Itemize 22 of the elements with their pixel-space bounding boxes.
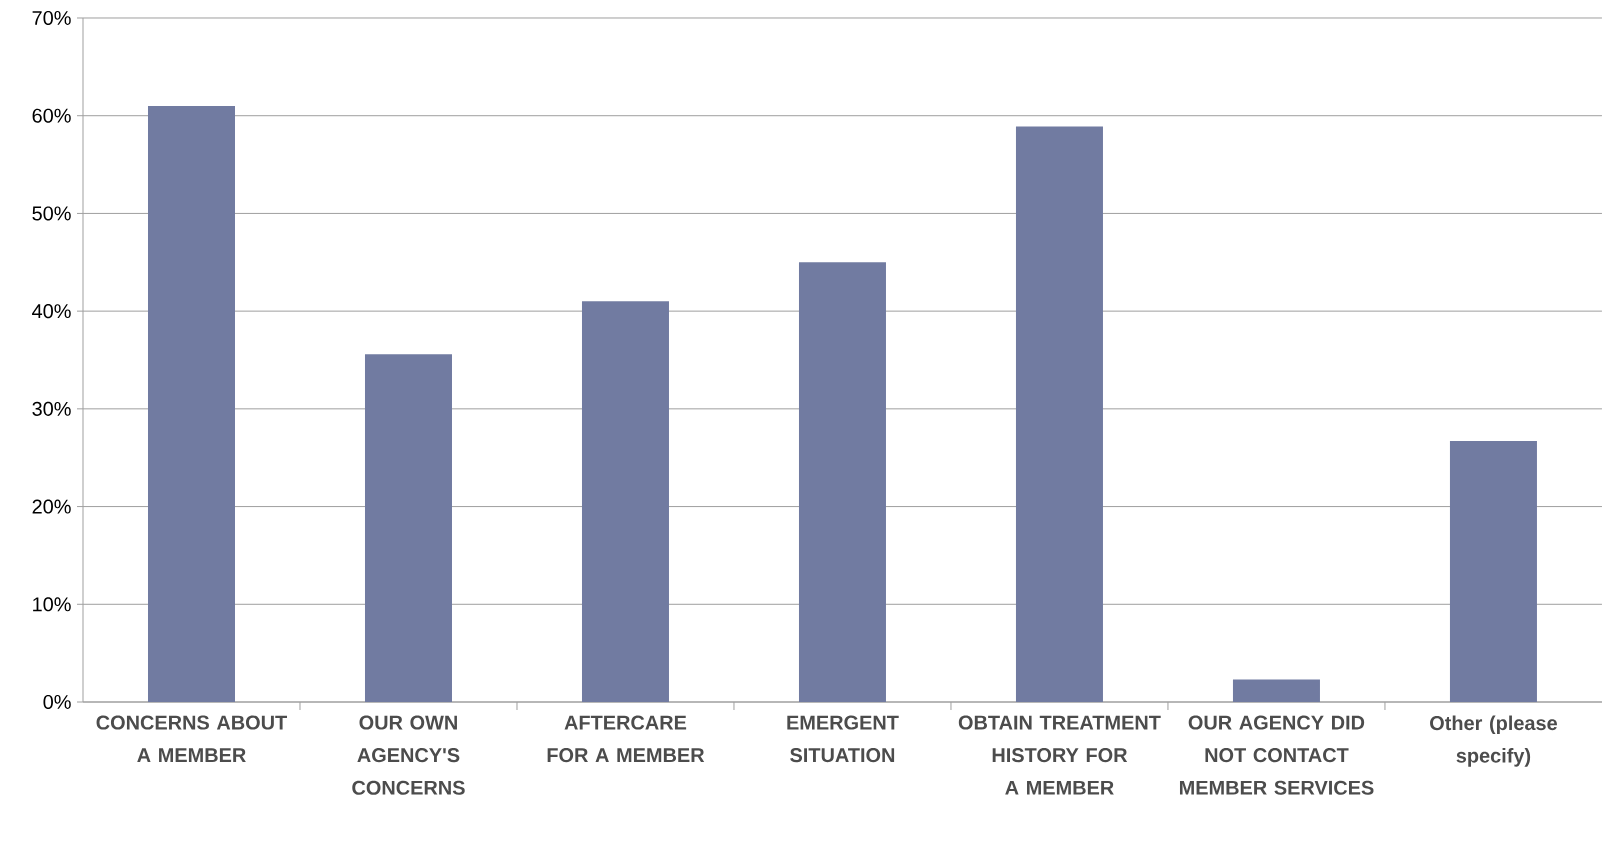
bar [581, 301, 669, 702]
y-tick-label: 0% [43, 694, 71, 710]
x-tick-label: Other (please specify) [1430, 715, 1557, 767]
y-tick-label: 70% [32, 10, 71, 26]
x-tick-label: CONCERNS ABOUT A MEMBER [96, 715, 287, 763]
x-tick-label: OUR OWN AGENCY'S CONCERNS [352, 715, 465, 795]
x-tick-label: AFTERCARE FOR A MEMBER [547, 715, 705, 763]
x-tick-label: OBTAIN TREATMENT HISTORY FOR A MEMBER [958, 715, 1161, 795]
x-tick-label: OUR AGENCY DID NOT CONTACT MEMBER SERVICES [1179, 715, 1374, 795]
y-tick-label: 10% [33, 597, 71, 612]
y-tick-label: 30% [32, 401, 71, 416]
y-tick-label: 60% [32, 108, 71, 123]
x-tick-label: EMERGENT SITUATION [787, 715, 899, 763]
y-tick-label: 50% [32, 206, 71, 221]
bar [364, 354, 452, 702]
y-tick-label: 20% [32, 499, 71, 514]
bar [1449, 441, 1537, 702]
bar [148, 105, 235, 702]
bar [1232, 679, 1320, 702]
bar [798, 262, 886, 702]
bar [1015, 126, 1103, 702]
y-tick-label: 40% [32, 304, 71, 319]
